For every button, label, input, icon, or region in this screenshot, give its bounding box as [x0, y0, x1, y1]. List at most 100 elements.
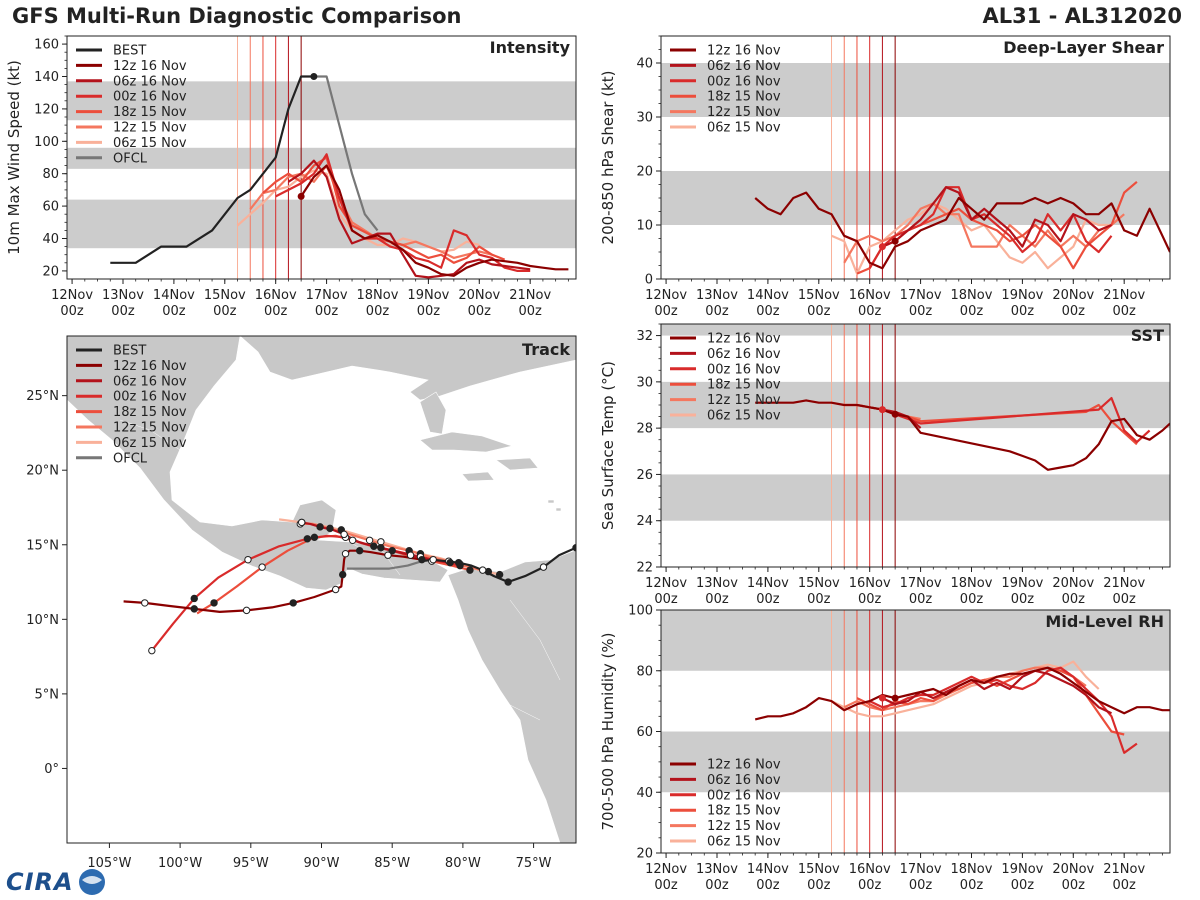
track-point — [370, 542, 378, 550]
sst-xtick-label: 13Nov 00z — [696, 576, 738, 607]
track-xtick-label: 95°W — [233, 856, 269, 871]
sst-xtick-label: 14Nov 00z — [747, 576, 789, 607]
rh-xtick-label: 14Nov 00z — [747, 862, 789, 893]
rh-xtick-label: 16Nov 00z — [849, 862, 891, 893]
sst-ytick-label: 32 — [636, 329, 653, 344]
shear-xtick-label: 14Nov 00z — [747, 288, 789, 319]
sst-xtick-label: 19Nov 00z — [1001, 576, 1043, 607]
intensity-xtick-label: 12Nov 00z — [51, 288, 93, 319]
intensity-marker — [297, 192, 305, 200]
track-xtick-label: 85°W — [374, 856, 410, 871]
track-title: Track — [522, 340, 570, 359]
intensity-legend-label: 06z 15 Nov — [113, 136, 187, 151]
rh-band — [661, 731, 1170, 793]
intensity-legend-label: OFCL — [113, 151, 148, 166]
track-point — [148, 646, 156, 655]
sst-title: SST — [1131, 326, 1164, 345]
shear-xtick-label: 16Nov 00z — [849, 288, 891, 319]
intensity-ytick-label: 160 — [34, 38, 59, 53]
rh-series-06z-15-nov — [831, 660, 1100, 718]
sst-xtick-label: 21Nov 00z — [1103, 576, 1145, 607]
track-point — [348, 536, 357, 544]
intensity-xtick-label: 21Nov 00z — [509, 288, 551, 319]
sst-series-06z-16-nov — [882, 408, 922, 429]
track-series-ofcl — [346, 560, 423, 570]
track-ytick-label: 25°N — [26, 389, 59, 404]
sst-marker — [878, 406, 886, 414]
intensity-ytick-label: 100 — [34, 135, 59, 150]
track-point — [210, 599, 218, 607]
shear-series-06z-16-nov — [881, 186, 1112, 248]
sst-xtick-label: 20Nov 00z — [1052, 576, 1094, 607]
track-legend-label: 12z 15 Nov — [113, 421, 187, 436]
sst-frame — [660, 323, 1171, 568]
rh-legend-label: 06z 15 Nov — [707, 835, 781, 850]
track-point — [289, 599, 297, 607]
shear-ytick-label: 40 — [636, 57, 653, 72]
rh-panel: 20 40 60 80 100 12Nov 00z 13Nov 00z 14Nov 00z 15Nov… — [599, 604, 1171, 893]
sst-marker — [891, 410, 899, 418]
sst-band — [661, 474, 1170, 521]
rh-ytick-label: 60 — [636, 725, 653, 740]
rh-band — [661, 610, 1170, 671]
sst-xtick-label: 16Nov 00z — [849, 576, 891, 607]
intensity-series-18z-15-nov — [262, 156, 506, 264]
track-point — [478, 566, 487, 574]
track-point — [504, 578, 512, 586]
shear-ylabel: 200-850 hPa Shear (kt) — [599, 71, 617, 245]
intensity-series-ofcl — [313, 75, 379, 232]
rh-ytick-label: 80 — [636, 664, 653, 679]
track-ytick-label: 10°N — [26, 613, 59, 628]
sst-ytick-label: 28 — [636, 422, 653, 437]
intensity-ytick-label: 80 — [42, 167, 59, 182]
shear-xtick-label: 20Nov 00z — [1052, 288, 1094, 319]
sst-ytick-label: 24 — [636, 514, 653, 529]
sst-legend-label: 12z 16 Nov — [707, 332, 781, 347]
track-xtick-label: 100°W — [158, 856, 202, 871]
shear-legend-label: 18z 15 Nov — [707, 90, 781, 105]
shear-legend-label: 06z 16 Nov — [707, 59, 781, 74]
cira-logo — [79, 869, 105, 895]
track-point — [331, 585, 340, 594]
track-point — [141, 599, 149, 607]
track-point — [454, 558, 463, 567]
intensity-xtick-label: 16Nov 00z — [255, 288, 297, 319]
shear-legend-label: 12z 15 Nov — [707, 105, 781, 120]
sst-band — [661, 324, 1170, 336]
sst-series-12z-16-nov — [755, 399, 1170, 471]
track-point — [388, 547, 396, 555]
rh-xtick-label: 12Nov 00z — [645, 862, 687, 893]
shear-ytick-label: 30 — [636, 111, 653, 126]
intensity-series-06z-16-nov — [287, 159, 531, 279]
track-point — [303, 535, 312, 543]
track-point — [316, 523, 324, 531]
track-point — [341, 550, 350, 558]
shear-legend-label: 06z 15 Nov — [707, 121, 781, 136]
track-xtick-label: 105°W — [87, 856, 131, 871]
track-panel: 105°W 100°W 95°W 90°W 85°W 80°W 75°W 0° 5°N 10°N 1… — [26, 335, 577, 871]
track-ytick-label: 20°N — [26, 464, 59, 479]
intensity-panel: 20 40 60 80 100 120 140 160 12Nov 00z 13Nov 00z 14No… — [5, 35, 577, 319]
track-point — [495, 570, 504, 579]
intensity-legend-label: 18z 15 Nov — [113, 105, 187, 120]
rh-marker — [891, 694, 899, 702]
intensity-ytick-label: 140 — [34, 70, 59, 85]
rh-legend-label: 12z 15 Nov — [707, 819, 781, 834]
sst-legend-label: 18z 15 Nov — [707, 378, 781, 393]
storm-id: AL31 - AL312020 — [982, 4, 1183, 28]
track-point — [298, 518, 306, 527]
rh-xtick-label: 15Nov 00z — [798, 862, 840, 893]
rh-ytick-label: 40 — [636, 786, 653, 801]
shear-title: Deep-Layer Shear — [1003, 38, 1164, 57]
rh-legend-label: 18z 15 Nov — [707, 804, 781, 819]
sst-panel: 22 24 26 28 30 32 12Nov 00z 13Nov 00z 14Nov 00z 15No… — [599, 323, 1171, 607]
track-xtick-label: 75°W — [516, 856, 552, 871]
track-point — [446, 558, 454, 567]
shear-xtick-label: 19Nov 00z — [1001, 288, 1043, 319]
track-point — [384, 551, 392, 559]
intensity-xtick-label: 18Nov 00z — [357, 288, 399, 319]
intensity-ytick-label: 20 — [42, 264, 59, 279]
track-ytick-label: 5°N — [35, 687, 60, 702]
track-point — [355, 547, 364, 555]
